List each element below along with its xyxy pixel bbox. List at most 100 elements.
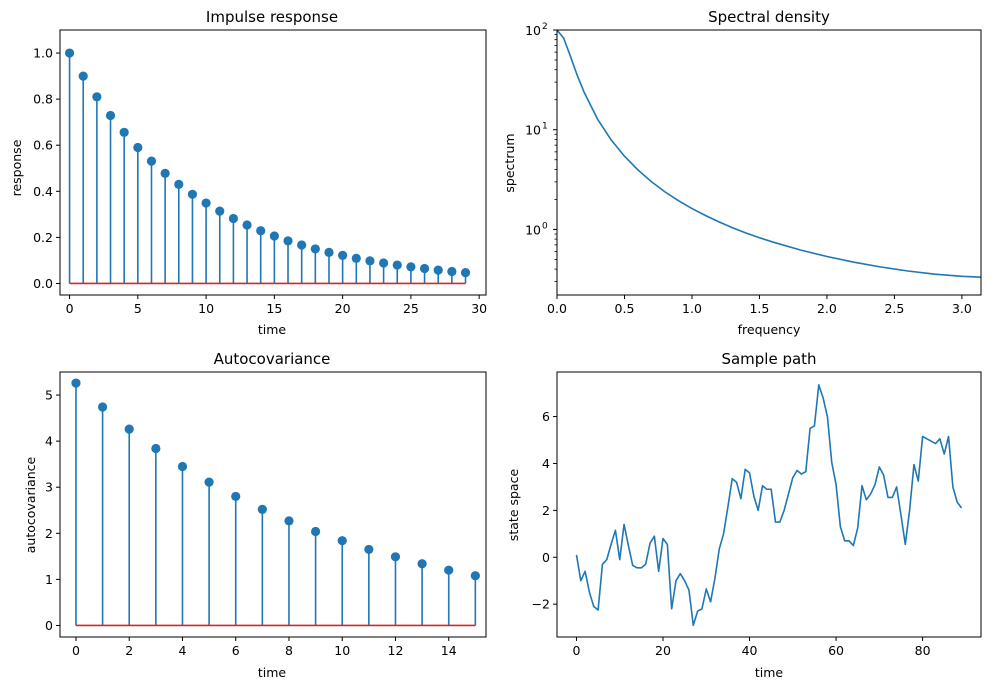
impulse-marker: [187, 189, 198, 199]
path-xtick-label: 80: [915, 643, 931, 658]
path-xtick-label: 40: [742, 643, 758, 658]
autocov-xtick-label: 2: [125, 643, 133, 658]
path-xtick-label: 20: [655, 643, 671, 658]
autocov-marker: [444, 565, 454, 575]
impulse-marker: [64, 48, 75, 58]
autocov-marker: [151, 443, 161, 454]
impulse-marker: [133, 142, 143, 153]
spectral-ytick-label: 10: [525, 123, 541, 138]
autocov-marker: [470, 571, 480, 581]
impulse-ytick-label: 1.0: [33, 46, 53, 61]
autocov-marker: [337, 536, 347, 546]
path-ytick-label: −2: [532, 597, 550, 612]
impulse-marker: [297, 240, 307, 250]
autocov-ytick-label: 1: [45, 572, 53, 587]
autocov-marker: [390, 552, 401, 562]
impulse-marker: [392, 260, 402, 270]
spectral-ytick-label: 10: [525, 23, 541, 38]
impulse-marker: [215, 206, 225, 216]
impulse-marker: [119, 127, 129, 137]
spectral-ytick-exponent: 2: [542, 22, 548, 32]
impulse-marker: [324, 247, 334, 257]
impulse-xtick-label: 5: [134, 301, 142, 316]
impulse-marker: [365, 256, 375, 266]
path-title: Sample path: [721, 350, 816, 368]
spectral-ylabel: spectrum: [502, 133, 517, 192]
autocov-xtick-label: 4: [178, 643, 186, 658]
impulse-stems: [64, 48, 471, 285]
autocov-marker: [364, 544, 374, 555]
impulse-marker: [378, 258, 389, 268]
panel-path: Sample path time state space 0 20 40 60 80−2…: [506, 350, 982, 680]
spectral-xtick-label: 0.0: [547, 301, 567, 316]
impulse-marker: [174, 179, 184, 189]
path-xtick-label: 0: [572, 643, 580, 658]
autocov-ytick-label: 5: [45, 388, 53, 403]
autocov-xtick-label: 14: [441, 643, 457, 658]
path-ticks: 0 20 40 60 80 −2 0 2 4 6: [532, 409, 931, 658]
autocov-ytick-label: 0: [45, 618, 53, 633]
spectral-title: Spectral density: [708, 8, 830, 26]
impulse-xtick-label: 10: [198, 301, 214, 316]
impulse-marker: [160, 168, 170, 178]
autocov-marker: [124, 424, 134, 434]
panel-autocov: Autocovariance time autocovariance 0 2 4 6 8…: [23, 350, 487, 680]
path-axes-frame: [556, 371, 982, 638]
autocov-xtick-label: 0: [72, 643, 80, 658]
autocov-xlabel: time: [258, 665, 287, 680]
autocov-ytick-label: 3: [45, 480, 53, 495]
path-line: [575, 384, 963, 627]
path-ylabel: state space: [506, 469, 521, 542]
impulse-ytick-label: 0.8: [33, 92, 53, 107]
spectral-xlabel: frequency: [738, 322, 801, 337]
autocov-marker: [177, 461, 188, 472]
impulse-title: Impulse response: [206, 8, 338, 26]
spectral-ytick-exponent: 0: [542, 221, 548, 231]
spectral-xtick-label: 0.5: [615, 301, 635, 316]
spectral-line: [556, 29, 982, 278]
autocov-xtick-label: 6: [232, 643, 240, 658]
autocov-marker: [231, 491, 241, 502]
autocov-stems: [71, 378, 480, 627]
impulse-marker: [310, 244, 320, 254]
spectral-axes-frame: [556, 29, 982, 296]
impulse-xtick-label: 25: [403, 301, 419, 316]
spectral-xtick-label: 3.0: [952, 301, 972, 316]
autocov-xtick-label: 12: [388, 643, 404, 658]
path-curve: [575, 384, 963, 627]
impulse-marker: [433, 265, 443, 275]
impulse-marker: [351, 253, 361, 263]
impulse-marker: [242, 220, 252, 230]
path-xtick-label: 60: [828, 643, 844, 658]
autocov-xtick-label: 8: [285, 643, 293, 658]
impulse-marker: [201, 198, 211, 208]
autocov-ytick-label: 4: [45, 434, 53, 449]
impulse-ytick-label: 0.2: [33, 230, 53, 245]
impulse-xtick-label: 15: [266, 301, 282, 316]
spectral-ytick-label: 10: [525, 222, 541, 237]
autocov-marker: [417, 559, 427, 569]
impulse-ticks: 0 5 10 15 20 25 30 0.0 0.2 0.4 0.6 0.8 1.0: [33, 46, 487, 316]
autocov-xtick-label: 10: [334, 643, 350, 658]
impulse-marker: [338, 250, 348, 260]
spectral-ytick-exponent: 1: [542, 122, 548, 132]
autocov-marker: [311, 526, 321, 537]
impulse-ytick-label: 0.4: [33, 184, 53, 199]
impulse-marker: [146, 156, 157, 166]
path-ytick-label: 0: [542, 550, 550, 565]
autocov-axes-frame: [59, 371, 487, 638]
impulse-xtick-label: 0: [66, 301, 74, 316]
impulse-ytick-label: 0.6: [33, 138, 53, 153]
panel-spectral: Spectral density frequency spectrum 0.0 0…: [502, 8, 982, 337]
impulse-ytick-label: 0.0: [33, 276, 53, 291]
autocov-marker: [204, 477, 214, 487]
impulse-marker: [92, 92, 102, 102]
impulse-axes-frame: [59, 29, 487, 296]
path-ytick-label: 6: [542, 409, 550, 424]
spectral-xtick-label: 2.5: [884, 301, 904, 316]
panel-impulse: Impulse response time response 0 5 10 15 20 2…: [9, 8, 487, 337]
impulse-marker: [105, 110, 116, 121]
